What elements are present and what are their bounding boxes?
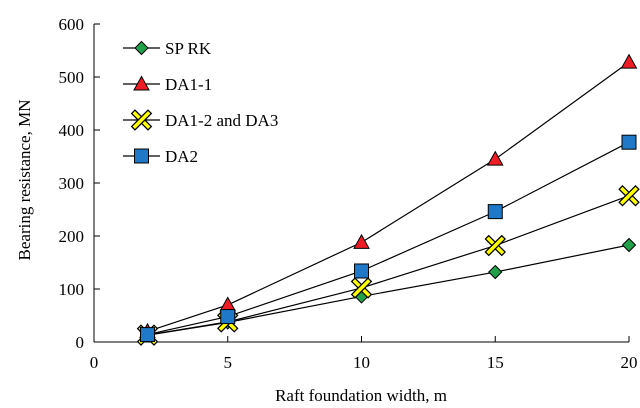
y-tick-label: 0: [76, 333, 85, 352]
y-tick-label: 100: [59, 280, 85, 299]
data-point-0-3: [488, 264, 503, 280]
data-point-3-0: [140, 327, 155, 343]
data-point-1-1: [219, 296, 237, 312]
legend-label-1: DA1-1: [165, 75, 212, 94]
legend-marker-2: [130, 109, 153, 131]
x-marker-fill: [352, 278, 371, 297]
x-tick-label: 10: [353, 353, 370, 372]
data-point-3-1: [220, 309, 236, 325]
y-tick-label: 600: [59, 15, 85, 34]
data-point-1-3: [486, 150, 504, 166]
legend-marker-0: [134, 40, 149, 56]
plot-area: [136, 53, 640, 346]
legend-label-0: SP RK: [165, 39, 212, 58]
data-point-1-2: [353, 233, 370, 249]
data-point-2-3: [484, 234, 506, 257]
data-point-3-4: [621, 134, 637, 150]
x-marker-fill: [132, 111, 151, 129]
legend-marker-3: [134, 148, 149, 164]
data-point-1-4: [620, 53, 638, 69]
legend-label-2: DA1-2 and DA3: [165, 111, 278, 130]
x-marker-fill: [620, 186, 638, 205]
y-tick-label: 500: [59, 68, 85, 87]
y-tick-label: 200: [59, 227, 85, 246]
x-tick-label: 20: [621, 353, 638, 372]
x-axis-label: Raft foundation width, m: [275, 386, 447, 405]
y-axis-label: Bearing resistance, MN: [15, 100, 34, 261]
series-line-3: [147, 141, 630, 336]
data-point-2-2: [350, 277, 373, 299]
y-tick-label: 400: [59, 121, 85, 140]
legend: SP RK DA1-1 DA1-2 and DA3 DA2: [123, 39, 278, 166]
data-point-3-2: [354, 263, 369, 279]
y-tick-label: 300: [59, 174, 85, 193]
x-tick-label: 5: [224, 353, 233, 372]
legend-label-3: DA2: [165, 147, 198, 166]
data-point-0-4: [621, 237, 637, 253]
data-point-2-4: [618, 184, 640, 207]
x-tick-label: 15: [487, 353, 504, 372]
legend-marker-1: [133, 75, 150, 91]
axes: 0 100 200 300 400 500 600 0 5 10 15 20: [59, 15, 638, 372]
data-point-3-3: [487, 204, 503, 220]
x-marker-fill: [486, 236, 505, 255]
x-tick-label: 0: [90, 353, 99, 372]
